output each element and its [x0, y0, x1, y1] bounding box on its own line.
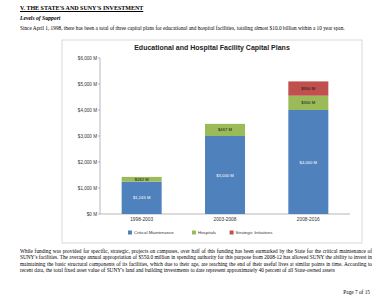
data-label: $3,000 M — [216, 173, 234, 178]
bar-segment — [122, 182, 162, 214]
legend-label: Critical Maintenance — [134, 230, 174, 235]
data-label: $467 M — [218, 127, 232, 132]
y-tick — [98, 84, 100, 85]
y-tick-label: $3,000 M — [78, 134, 97, 139]
legend-label: Hospitals — [198, 230, 217, 235]
page-footer: Page 7 of 15 — [343, 289, 370, 295]
data-labels: $1,245 M $182 M $3,000 M $467 M $4,000 M $550… — [133, 86, 318, 200]
y-tick — [98, 214, 100, 215]
chart-frame — [62, 40, 362, 243]
y-tick-label: $5,000 M — [78, 82, 97, 87]
y-tick-label: $4,000 M — [78, 108, 97, 113]
bar-segment — [122, 177, 162, 182]
section-heading: V. THE STATE'S AND SUNY'S INVESTMENT — [20, 5, 143, 12]
x-tick-label: 2008-2016 — [297, 217, 320, 222]
y-tick — [98, 162, 100, 163]
intro-paragraph: Since April 1, 1998, there has been a to… — [20, 25, 370, 31]
subheading: Levels of Support — [20, 15, 60, 22]
chart-svg: Educational and Hospital Facility Capita… — [0, 0, 388, 300]
y-tick-label: $0 M — [87, 212, 97, 217]
legend: Critical Maintenance Hospitals Strategic I… — [128, 230, 273, 235]
legend-swatch — [128, 231, 132, 235]
legend-label: Strategic Initiatives — [236, 230, 274, 235]
legend-swatch — [230, 231, 234, 235]
bar-segment — [288, 110, 328, 214]
x-tick-label: 1998-2003 — [130, 217, 153, 222]
data-label: $550 M — [301, 100, 315, 105]
chart-title: Educational and Hospital Facility Capita… — [134, 44, 290, 52]
bars — [122, 81, 329, 214]
bar-segment — [205, 136, 245, 214]
body-paragraph: While funding was provided for specific,… — [20, 248, 372, 274]
y-tick — [98, 136, 100, 137]
y-tick — [98, 58, 100, 59]
x-tick-label: 2003-2008 — [214, 217, 237, 222]
data-label: $182 M — [135, 177, 149, 182]
legend-swatch — [192, 231, 196, 235]
y-tick-label: $6,000 M — [78, 56, 97, 61]
data-label: $4,000 M — [300, 160, 318, 165]
y-tick — [98, 110, 100, 111]
data-label: $1,245 M — [133, 195, 151, 200]
y-tick-label: $1,000 M — [78, 186, 97, 191]
data-label: $550 M — [301, 86, 315, 91]
bar-segment — [205, 124, 245, 136]
bar-segment — [288, 81, 328, 95]
y-tick — [98, 188, 100, 189]
y-tick-label: $2,000 M — [78, 160, 97, 165]
bar-segment — [288, 96, 328, 110]
